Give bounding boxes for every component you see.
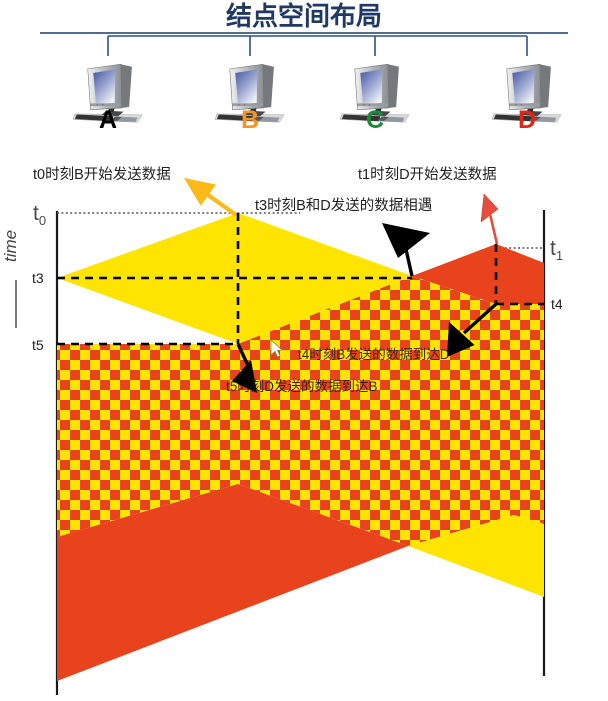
svg-text:D: D — [518, 106, 536, 134]
svg-text:t4: t4 — [551, 296, 563, 312]
svg-text:t5: t5 — [32, 337, 44, 353]
svg-text:t4时刻B发送的数据到达D: t4时刻B发送的数据到达D — [298, 347, 450, 362]
svg-text:t0时刻B开始发送数据: t0时刻B开始发送数据 — [33, 166, 171, 183]
svg-text:B: B — [241, 106, 259, 134]
svg-text:结点空间布局: 结点空间布局 — [226, 1, 382, 31]
svg-text:t1时刻D开始发送数据: t1时刻D开始发送数据 — [358, 166, 497, 183]
svg-text:t1: t1 — [550, 237, 563, 263]
svg-text:A: A — [99, 106, 117, 134]
svg-text:t0: t0 — [33, 202, 46, 228]
svg-text:t3时刻B和D发送的数据相遇: t3时刻B和D发送的数据相遇 — [255, 197, 432, 214]
svg-text:C: C — [366, 106, 384, 134]
svg-text:time: time — [1, 230, 20, 262]
svg-text:t3: t3 — [32, 270, 44, 286]
